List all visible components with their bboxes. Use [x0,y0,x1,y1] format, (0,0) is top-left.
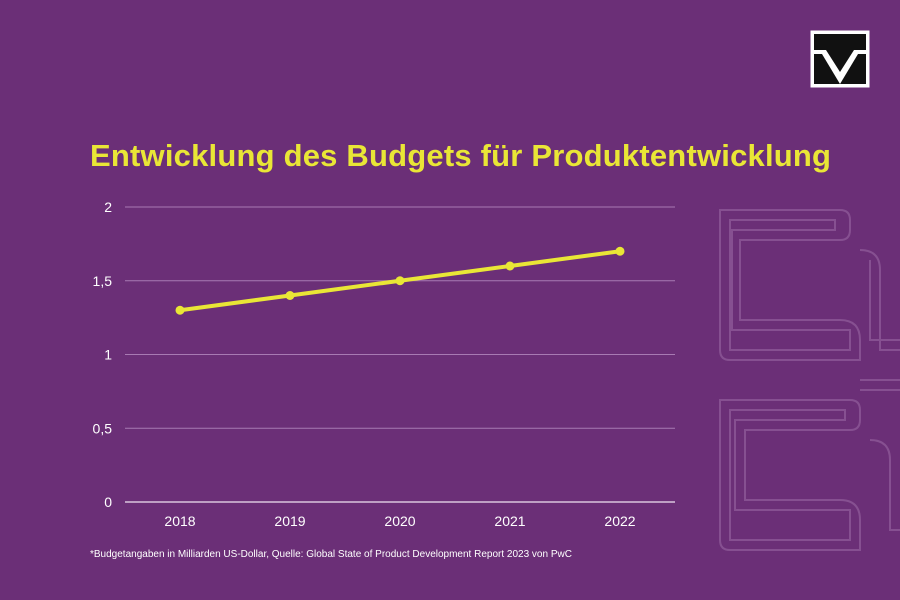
x-tick-label: 2020 [384,513,415,529]
y-tick-label: 2 [104,199,112,215]
x-tick-label: 2022 [604,513,635,529]
y-axis: 0 0,5 1 1,5 2 [93,199,113,510]
footnote: *Budgetangaben in Milliarden US-Dollar, … [90,549,572,560]
x-tick-label: 2018 [164,513,195,529]
y-tick-label: 0 [104,494,112,510]
y-tick-label: 1,5 [93,273,113,289]
x-tick-label: 2021 [494,513,525,529]
series [175,246,625,315]
data-point [285,291,295,300]
chart-title: Entwicklung des Budgets für Produktentwi… [90,138,832,173]
y-tick-label: 1 [104,347,112,363]
grid [125,206,675,503]
y-tick-label: 0,5 [93,420,113,436]
data-point [395,276,405,286]
decorative-pattern [719,209,900,551]
x-axis: 2018 2019 2020 2021 2022 [164,513,635,529]
data-point [175,305,185,315]
data-point [615,246,625,256]
data-point [505,261,515,271]
x-tick-label: 2019 [274,513,305,529]
brand-logo [810,30,870,88]
